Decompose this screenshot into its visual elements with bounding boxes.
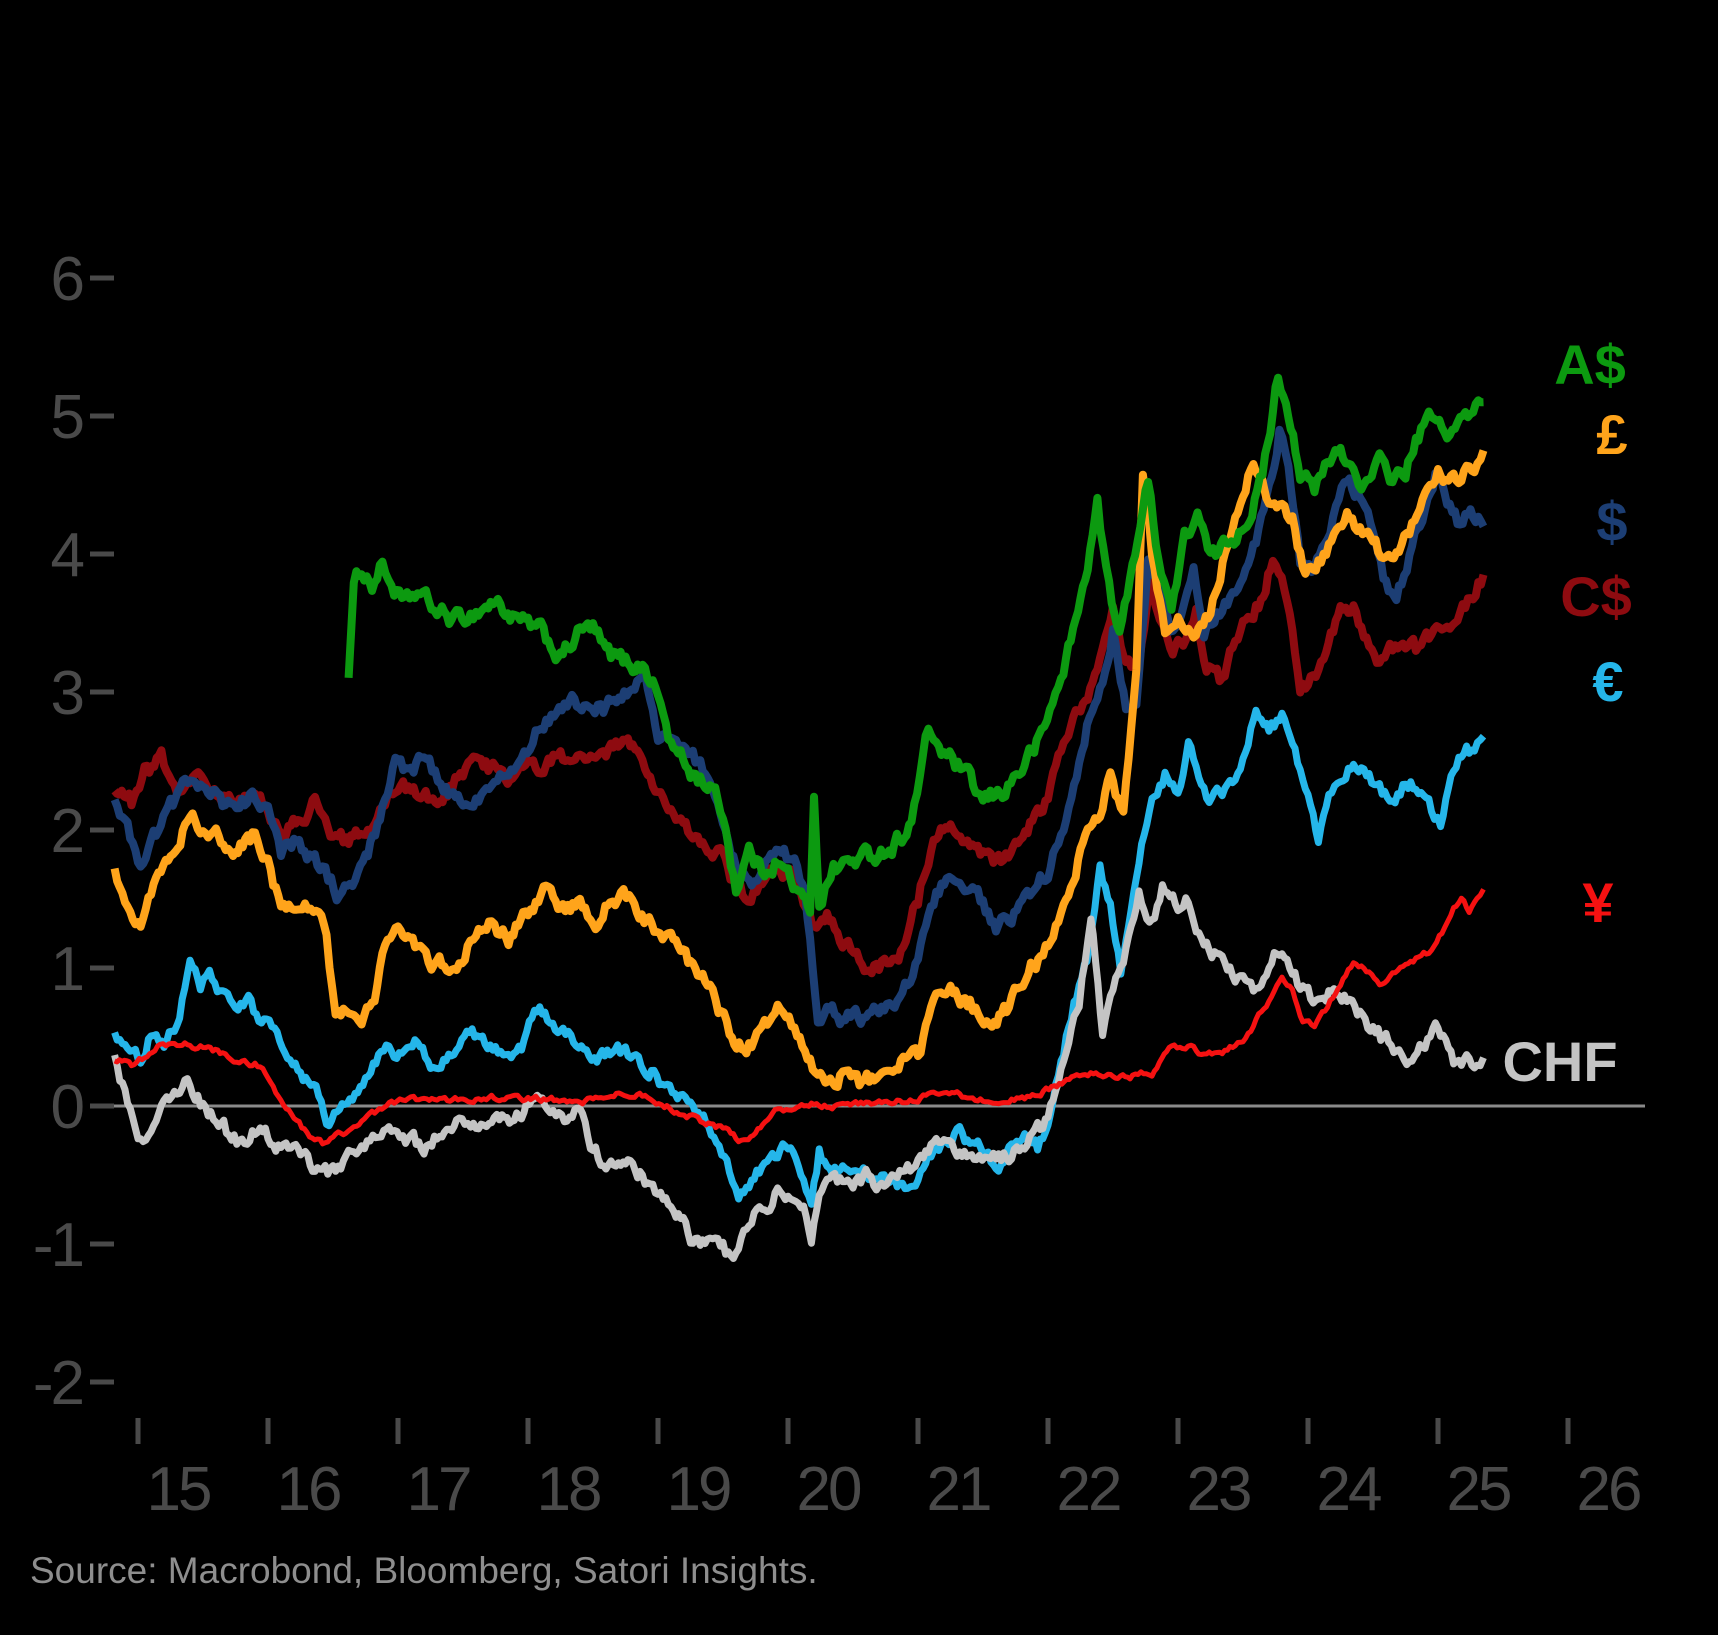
x-axis-tick-label: 19 — [667, 1455, 730, 1524]
legend-label-usd: $ — [1596, 490, 1627, 553]
legend-label-chf: CHF — [1502, 1030, 1617, 1093]
legend-label-jpy: ¥ — [1582, 871, 1613, 934]
series-line-JPY — [113, 888, 1486, 1147]
y-axis-tick-label: 5 — [51, 383, 83, 452]
y-axis-tick-label: 1 — [51, 935, 83, 1004]
x-axis-tick-label: 23 — [1187, 1455, 1250, 1524]
x-axis-tick-label: 18 — [537, 1455, 600, 1524]
series-line-EUR — [111, 706, 1487, 1208]
x-axis-tick-label: 21 — [927, 1455, 990, 1524]
y-axis-tick-label: 6 — [51, 245, 83, 314]
y-axis-tick-label: -1 — [33, 1211, 83, 1280]
x-axis-tick-label: 17 — [407, 1455, 470, 1524]
y-axis-tick-label: 2 — [51, 797, 83, 866]
x-axis-tick-label: 20 — [797, 1455, 861, 1524]
series-line-CHF — [111, 881, 1487, 1262]
legend-label-gbp: £ — [1596, 403, 1627, 466]
y-axis-tick-label: 0 — [51, 1073, 84, 1142]
x-axis-tick-label: 16 — [277, 1455, 340, 1524]
legend-label-aud: A$ — [1554, 333, 1626, 396]
series-line-AUD — [344, 373, 1485, 917]
series-line-USD — [110, 425, 1488, 1029]
series-line-GBP — [110, 449, 1488, 1091]
x-axis-tick-label: 24 — [1317, 1455, 1381, 1524]
y-axis-tick-label: 3 — [51, 659, 83, 728]
y-axis-tick-label: 4 — [51, 521, 84, 590]
x-axis-tick-label: 26 — [1577, 1455, 1640, 1524]
source-note: Source: Macrobond, Bloomberg, Satori Ins… — [30, 1550, 818, 1591]
legend-label-cad: C$ — [1560, 565, 1632, 628]
x-axis-tick-label: 15 — [147, 1455, 210, 1524]
y-axis-tick-label: -2 — [33, 1349, 83, 1418]
x-axis-tick-label: 22 — [1057, 1455, 1120, 1524]
legend-label-eur: € — [1592, 650, 1623, 713]
x-axis-tick-label: 25 — [1447, 1455, 1510, 1524]
